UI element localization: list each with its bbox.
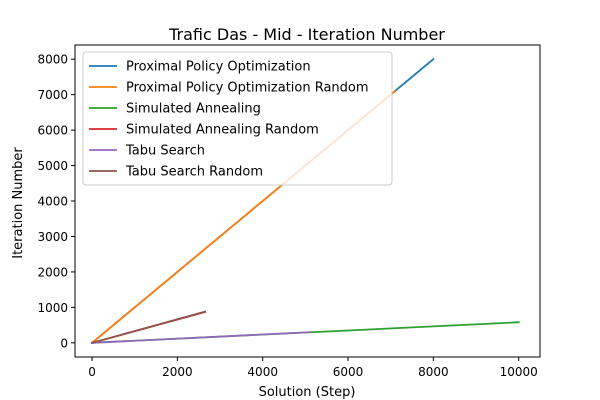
legend-box [82, 51, 393, 186]
x-tick-label-0: 0 [88, 365, 96, 379]
x-tick-label-2: 4000 [247, 365, 278, 379]
legend-label-4: Tabu Search [125, 144, 205, 159]
y-tick-label-2: 2000 [37, 265, 68, 279]
chart-title: Trafic Das - Mid - Iteration Number [168, 25, 445, 44]
y-tick-label-8: 8000 [37, 53, 68, 67]
x-tick-label-1: 2000 [162, 365, 193, 379]
legend-label-1: Proximal Policy Optimization Random [126, 81, 369, 96]
legend-label-2: Simulated Annealing [126, 102, 261, 117]
y-tick-label-4: 4000 [37, 195, 68, 209]
y-tick-label-6: 6000 [37, 124, 68, 138]
y-tick-label-3: 3000 [37, 230, 68, 244]
y-tick-label-7: 7000 [37, 88, 68, 102]
series-line-5 [90, 310, 207, 344]
y-tick-label-0: 0 [60, 336, 68, 350]
y-axis-label: Iteration Number [11, 147, 26, 259]
legend-label-5: Tabu Search Random [125, 165, 263, 180]
x-tick-label-4: 8000 [418, 365, 449, 379]
x-tick-label-3: 6000 [333, 365, 364, 379]
x-axis-label: Solution (Step) [259, 385, 356, 400]
x-tick-label-5: 10000 [500, 365, 538, 379]
y-tick-label-1: 1000 [37, 301, 68, 315]
series-line-4 [91, 331, 311, 344]
legend-label-3: Simulated Annealing Random [126, 123, 319, 138]
legend-label-0: Proximal Policy Optimization [126, 60, 311, 75]
legend: Proximal Policy Optimization Proximal Pol… [82, 51, 393, 186]
y-tick-label-5: 5000 [37, 159, 68, 173]
axes-layer: 0 2000 4000 6000 8000 10000 0 1000 2000 3000 4000 5… [37, 44, 541, 379]
